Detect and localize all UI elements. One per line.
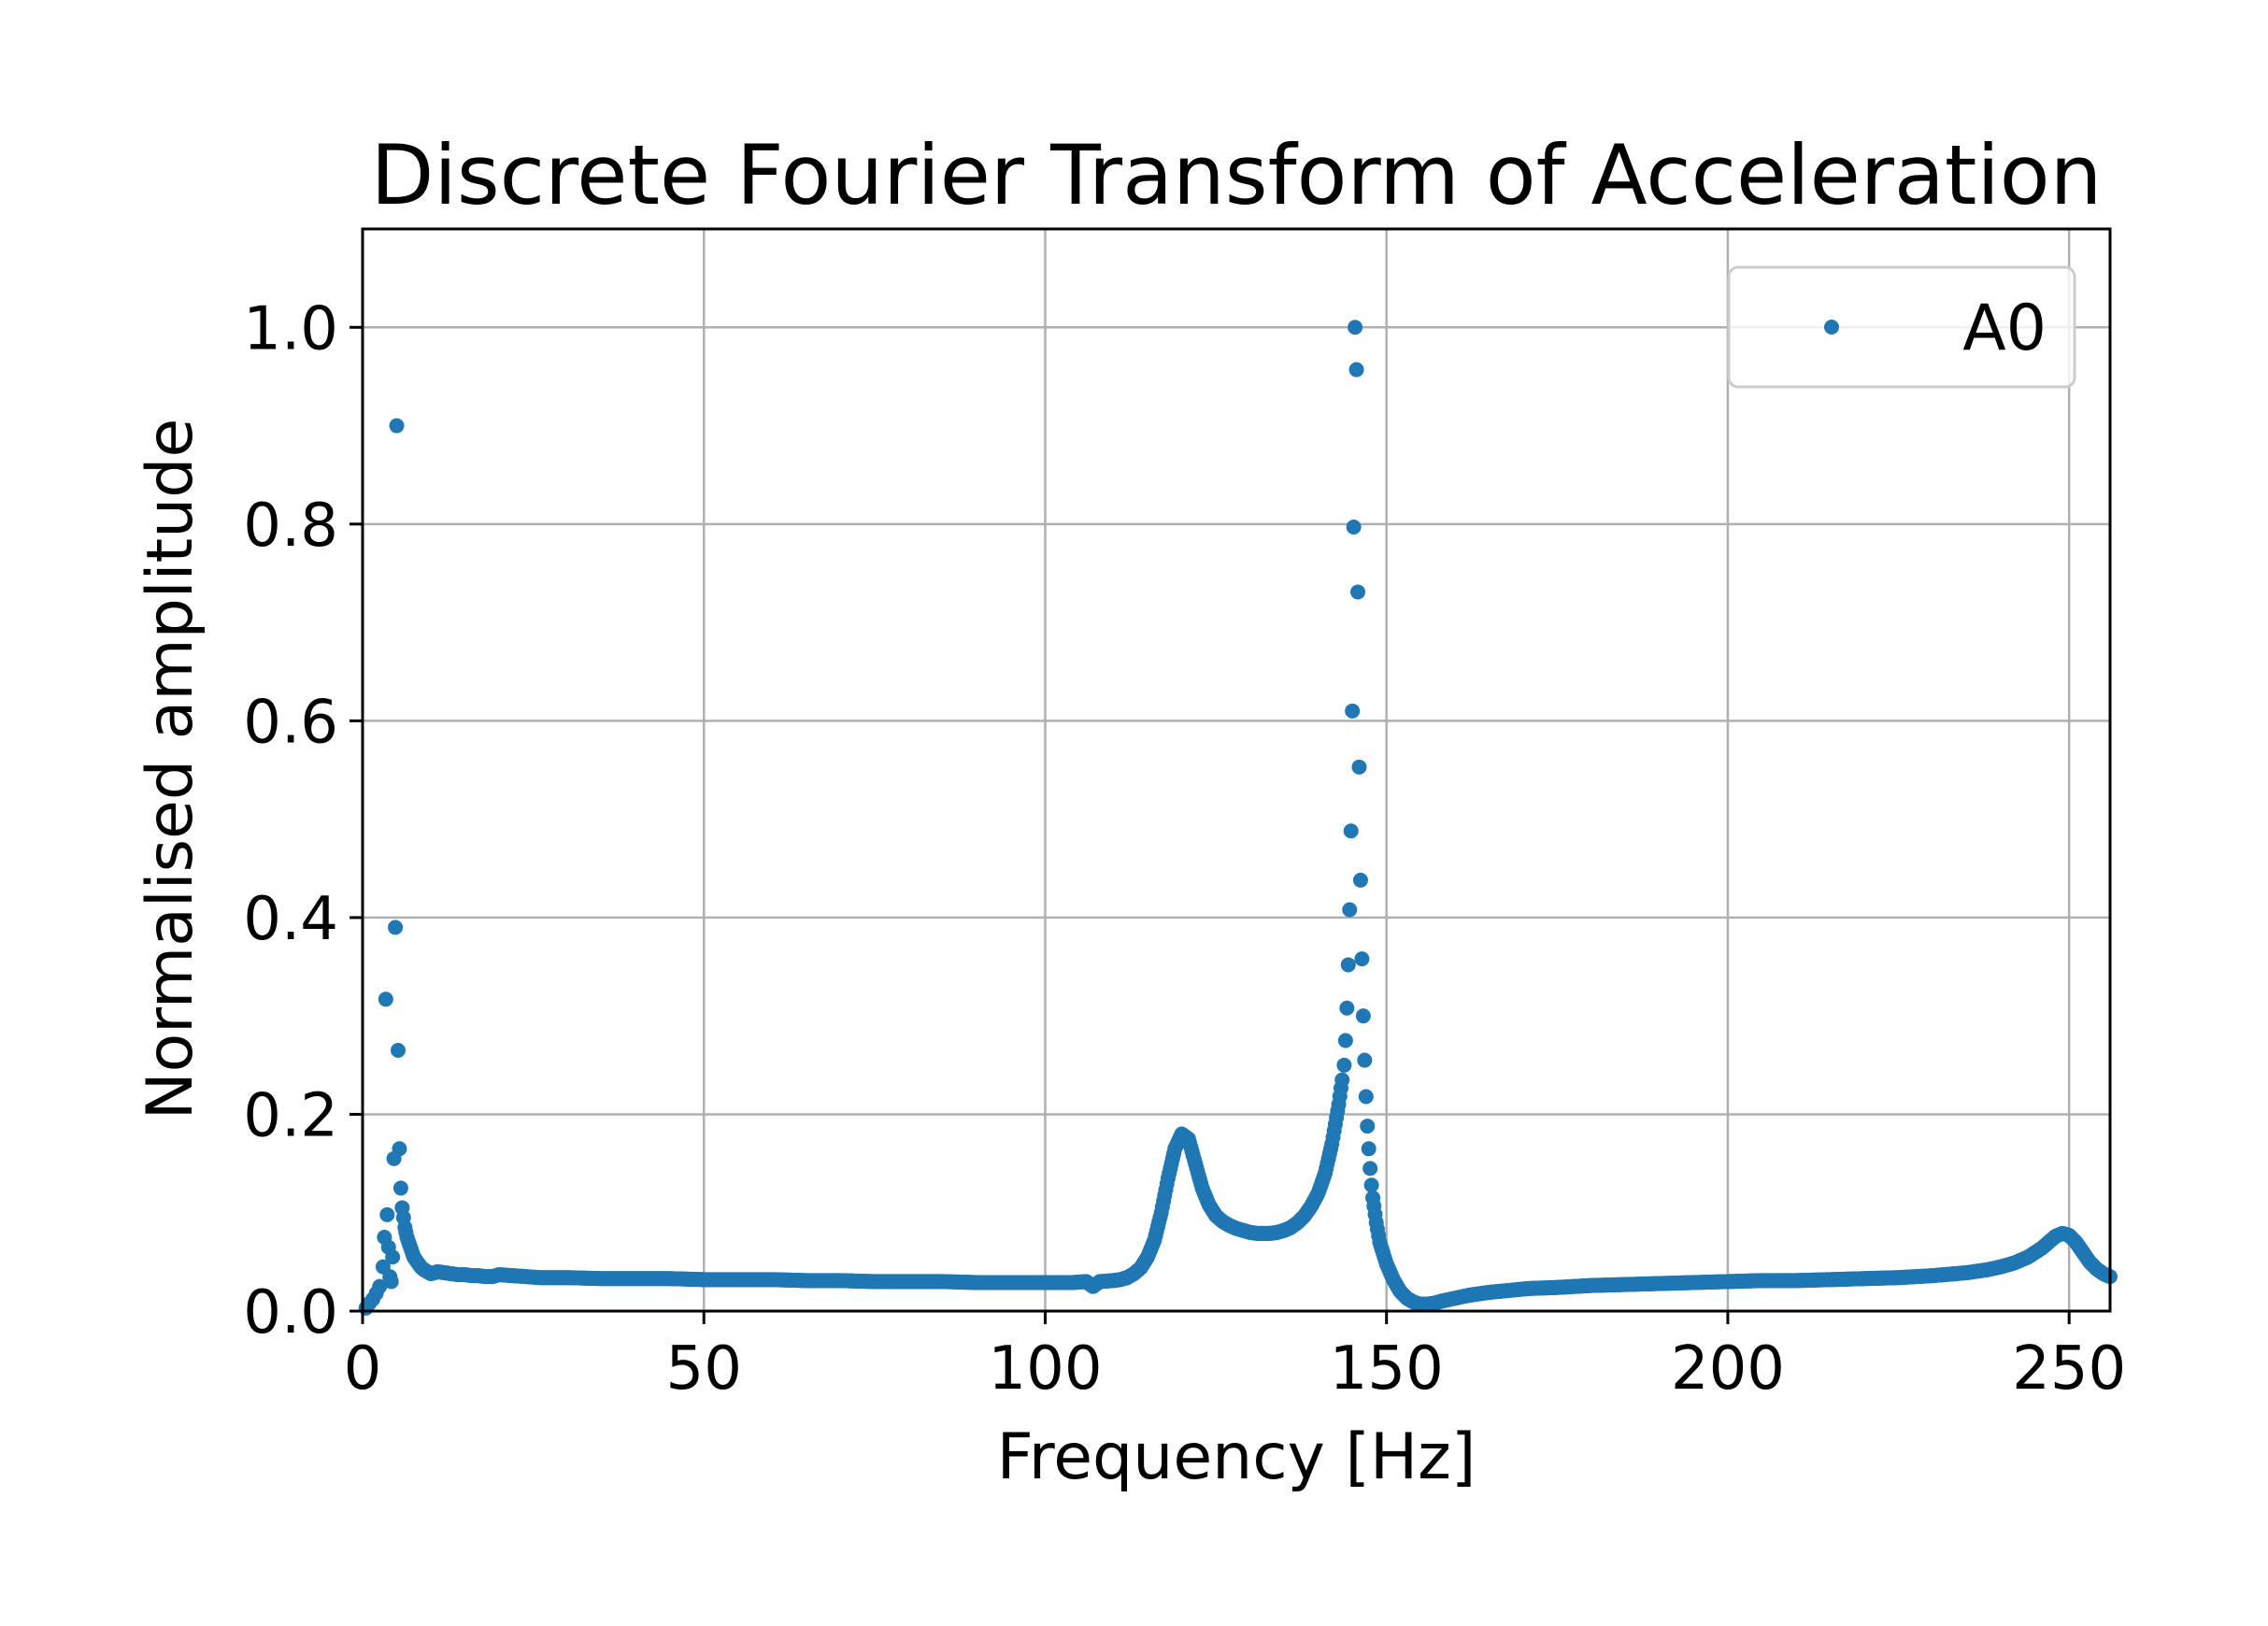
axis-ticks: 0 50 100 150 200 250 0.0 0.2 0.4 0.6 0.8 1.0 [243,294,2126,1404]
data-point [390,1043,406,1059]
data-series-a0 [358,320,2118,1316]
data-point [392,1180,408,1196]
y-tick-label: 1.0 [243,294,338,364]
data-point [1354,951,1370,967]
data-point [383,1274,399,1290]
data-point [1363,1177,1379,1193]
data-point [1342,902,1358,918]
data-point [1350,584,1366,600]
data-point [389,418,405,434]
plot-frame [361,227,2112,1313]
legend: A0 [1727,265,2076,389]
data-point [1352,872,1368,888]
data-point [1334,1072,1350,1088]
data-point [372,1278,388,1294]
data-point [379,1206,395,1222]
data-point [385,1249,401,1265]
chart-title: Discrete Fourier Transform of Accelerati… [371,127,2103,223]
data-point [1348,320,1363,335]
legend-marker [1824,320,1839,335]
grid-lines [361,229,2110,1313]
x-tick-label: 0 [344,1334,382,1404]
data-point [1360,1119,1376,1134]
data-point [392,1141,407,1157]
y-tick-label: 0.0 [243,1278,338,1348]
data-point [378,991,393,1007]
x-tick-label: 150 [1330,1334,1444,1404]
data-point [1361,1141,1376,1157]
y-tick-label: 0.6 [243,688,338,757]
data-point [1351,759,1367,775]
data-point [1337,1033,1353,1048]
y-axis-label: Normalised amplitude [134,419,207,1120]
x-tick-label: 50 [666,1334,742,1404]
data-point [1339,1000,1355,1016]
data-point [1357,1052,1373,1068]
x-tick-label: 200 [1671,1334,1785,1404]
y-tick-label: 0.4 [243,885,338,954]
data-point [1343,823,1359,839]
x-tick-label: 250 [2012,1334,2126,1404]
data-point [1336,1057,1352,1073]
data-point [1362,1161,1378,1177]
data-point [1355,1008,1371,1024]
data-point [1345,703,1361,719]
data-point [1340,957,1356,973]
legend-box [1727,265,2076,389]
data-point [388,920,404,935]
y-tick-label: 0.2 [243,1081,338,1150]
data-point [1346,519,1362,535]
x-axis-label: Frequency [Hz] [997,1420,1476,1494]
y-tick-label: 0.8 [243,492,338,561]
x-tick-label: 100 [988,1334,1102,1404]
data-point [1348,362,1364,378]
legend-label-a0: A0 [1962,292,2047,365]
data-point [1358,1089,1374,1105]
